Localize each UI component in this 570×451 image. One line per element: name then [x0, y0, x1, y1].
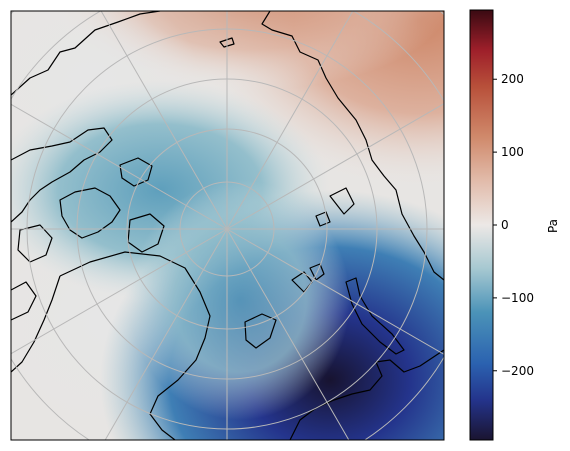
meridian-line [226, 11, 354, 230]
coastline-svalbard [244, 313, 277, 349]
meridian-line [226, 228, 444, 355]
colorbar-tick-label: 200 [501, 72, 524, 86]
coastline-canada-north [11, 127, 113, 223]
coastline-taymyr-islands [315, 187, 355, 227]
meridian-line [104, 228, 228, 440]
meridian-line [11, 103, 228, 230]
colorbar-tick-label: 0 [501, 218, 509, 232]
coastline-wrangel [219, 37, 235, 48]
meridian-line [11, 228, 228, 355]
colorbar-gradient [470, 10, 493, 440]
meridian-line [100, 11, 228, 230]
colorbar: 200 100 0 −100 −200 Pa [469, 9, 560, 441]
coastline-alaska-siberia [11, 11, 161, 96]
coastline-arctic-islands [17, 157, 165, 263]
coastline-novaya-zemlya [345, 277, 405, 355]
coastline-canada-west [11, 281, 37, 321]
colorbar-tick-label: −100 [501, 291, 534, 305]
coastline-east-siberia [261, 11, 444, 281]
colorbar-tick-label: 100 [501, 145, 524, 159]
meridian-line [226, 228, 350, 440]
meridian-line [226, 103, 444, 230]
colorbar-tick-label: −200 [501, 364, 534, 378]
colorbar-label: Pa [546, 219, 560, 233]
map-frame [10, 10, 445, 441]
